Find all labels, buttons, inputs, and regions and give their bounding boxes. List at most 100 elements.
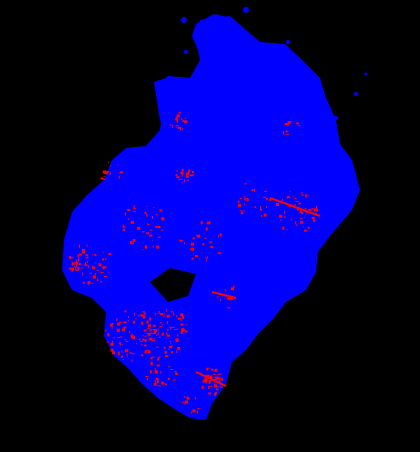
- red-speckle: [107, 161, 109, 163]
- blue-dot-2: [243, 7, 249, 13]
- red-speckle: [160, 313, 163, 316]
- red-speckle: [177, 119, 178, 123]
- red-speckle: [125, 212, 127, 216]
- red-speckle: [116, 328, 120, 332]
- red-speckle: [182, 329, 186, 332]
- blue-dot-3: [286, 40, 290, 44]
- red-speckle: [298, 202, 301, 205]
- red-speckle: [165, 351, 167, 353]
- red-speckle: [186, 179, 189, 181]
- red-speckle: [291, 218, 293, 221]
- red-speckle: [103, 251, 105, 253]
- red-speckle: [141, 354, 144, 357]
- red-speckle: [205, 257, 206, 259]
- red-speckle: [111, 340, 113, 344]
- red-speckle: [288, 205, 291, 207]
- red-speckle: [200, 221, 203, 225]
- red-speckle: [94, 273, 96, 276]
- red-speckle: [152, 215, 153, 219]
- red-speckle: [153, 382, 157, 386]
- red-speckle: [283, 134, 285, 136]
- red-speckle: [69, 267, 73, 270]
- red-speckle: [180, 172, 184, 175]
- red-speckle: [118, 175, 120, 179]
- red-speckle: [246, 198, 249, 202]
- red-speckle: [155, 214, 158, 216]
- red-speckle: [279, 219, 282, 221]
- red-speckle: [167, 329, 169, 331]
- red-speckle: [175, 118, 178, 121]
- red-speckle: [206, 368, 209, 371]
- red-speckle-layer: [69, 111, 321, 414]
- red-speckle: [120, 336, 122, 338]
- red-speckle: [192, 409, 196, 413]
- red-speckle: [243, 210, 245, 212]
- red-speckle: [308, 194, 310, 196]
- red-speckle: [165, 355, 168, 358]
- red-speckle: [149, 229, 153, 231]
- red-speckle: [176, 350, 178, 353]
- red-speckle: [144, 211, 147, 214]
- red-speckle: [146, 320, 149, 324]
- red-speckle: [313, 208, 316, 212]
- red-speckle: [103, 275, 107, 277]
- red-speckle: [139, 338, 141, 341]
- red-speckle: [176, 126, 178, 128]
- red-speckle: [287, 122, 290, 126]
- red-speckle: [103, 170, 106, 174]
- red-speckle: [148, 339, 150, 340]
- red-speckle: [208, 380, 210, 384]
- red-speckle: [138, 338, 140, 340]
- red-speckle: [148, 332, 151, 336]
- red-speckle: [208, 392, 212, 395]
- red-speckle: [184, 400, 188, 404]
- red-speckle: [141, 231, 145, 233]
- red-speckle: [109, 171, 111, 175]
- red-speckle: [175, 371, 177, 373]
- red-speckle: [206, 367, 210, 369]
- red-speckle: [121, 328, 125, 332]
- red-speckle: [144, 245, 147, 249]
- red-speckle: [150, 362, 153, 365]
- red-speckle: [191, 257, 194, 260]
- red-speckle: [198, 258, 200, 260]
- red-speckle: [161, 217, 165, 221]
- red-speckle: [205, 227, 208, 231]
- red-streak: [269, 197, 321, 217]
- red-speckle: [145, 232, 149, 235]
- red-speckle: [147, 224, 150, 225]
- red-speckle: [154, 368, 156, 372]
- red-speckle: [130, 352, 133, 354]
- red-speckle: [184, 242, 185, 245]
- red-speckle: [176, 114, 180, 118]
- red-speckle: [151, 356, 155, 358]
- red-speckle: [298, 125, 301, 127]
- red-speckle: [175, 372, 178, 375]
- red-speckle: [98, 263, 102, 267]
- red-speckle: [172, 124, 174, 128]
- red-speckle: [222, 295, 224, 297]
- red-speckle: [177, 334, 179, 337]
- red-speckle: [102, 178, 106, 180]
- red-speckle: [137, 226, 141, 230]
- red-speckle: [307, 226, 310, 229]
- red-speckle: [93, 275, 96, 279]
- red-speckle: [91, 282, 94, 284]
- red-speckle: [201, 252, 203, 254]
- red-speckle: [212, 373, 216, 375]
- red-speckle: [201, 385, 204, 389]
- red-speckle: [205, 380, 208, 384]
- red-speckle: [167, 377, 170, 380]
- red-speckle: [107, 341, 109, 343]
- red-speckle: [148, 360, 150, 362]
- red-speckle: [124, 310, 127, 313]
- red-speckle: [165, 308, 167, 312]
- red-speckle: [141, 343, 143, 346]
- red-speckle: [260, 206, 262, 209]
- red-speckle: [130, 220, 134, 224]
- red-speckle: [92, 265, 94, 267]
- red-speckle: [86, 244, 88, 247]
- red-speckle: [184, 330, 188, 333]
- red-speckle: [133, 205, 135, 208]
- red-speckle: [191, 411, 193, 414]
